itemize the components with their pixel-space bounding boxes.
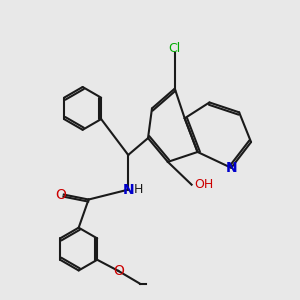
- Text: N: N: [122, 183, 134, 196]
- Text: N: N: [225, 161, 237, 175]
- Text: Cl: Cl: [169, 42, 181, 56]
- Text: O: O: [56, 188, 66, 202]
- Text: OH: OH: [195, 178, 214, 191]
- Text: H: H: [134, 183, 143, 196]
- Text: O: O: [113, 264, 124, 278]
